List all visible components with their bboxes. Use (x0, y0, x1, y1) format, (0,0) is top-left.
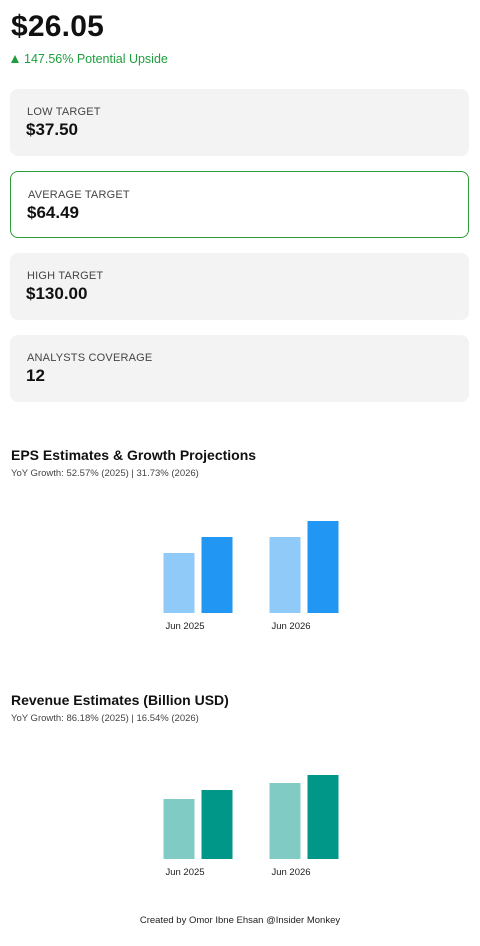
low-target-value: $37.50 (26, 120, 78, 139)
average-target-card: AVERAGE TARGET $64.49 (10, 171, 469, 238)
revenue-bar-chart: Jun 2025 Jun 2026 (163, 775, 339, 878)
analysts-coverage-value: 12 (26, 366, 45, 385)
low-target-card: LOW TARGET $37.50 (10, 89, 469, 156)
bar-jun-2026-series-2 (307, 521, 339, 613)
eps-chart-title: EPS Estimates & Growth Projections (11, 447, 257, 463)
x-tick-label: Jun 2025 (165, 621, 204, 632)
bar-jun-2025-series-2 (201, 537, 233, 613)
eps-chart-subtitle: YoY Growth: 52.57% (2025) | 31.73% (2026… (11, 468, 199, 479)
footer-credit: Created by Omor Ibne Ehsan @Insider Monk… (139, 915, 341, 926)
high-target-value: $130.00 (26, 284, 88, 303)
average-target-value: $64.49 (27, 203, 79, 222)
average-target-label: AVERAGE TARGET (28, 189, 130, 201)
analysts-coverage-label: ANALYSTS COVERAGE (27, 352, 153, 364)
bar-jun-2026-series-2 (307, 775, 339, 859)
x-tick-label: Jun 2025 (165, 867, 204, 878)
bar-jun-2025-series-1 (163, 799, 195, 859)
eps-bar-chart: Jun 2025 Jun 2026 (163, 521, 339, 632)
revenue-chart-subtitle: YoY Growth: 86.18% (2025) | 16.54% (2026… (11, 713, 199, 724)
potential-upside: 147.56% Potential Upside (11, 52, 168, 66)
x-tick-label: Jun 2026 (271, 621, 310, 632)
bar-jun-2026-series-1 (269, 537, 301, 613)
upside-text: 147.56% Potential Upside (24, 52, 168, 66)
current-price: $26.05 (11, 10, 104, 43)
analysts-coverage-card: ANALYSTS COVERAGE 12 (10, 335, 469, 402)
low-target-label: LOW TARGET (27, 106, 101, 118)
high-target-card: HIGH TARGET $130.00 (10, 253, 469, 320)
x-tick-label: Jun 2026 (271, 867, 310, 878)
bar-jun-2025-series-1 (163, 553, 195, 613)
high-target-label: HIGH TARGET (27, 270, 104, 282)
revenue-chart-title: Revenue Estimates (Billion USD) (11, 692, 229, 708)
bar-jun-2026-series-1 (269, 783, 301, 859)
bar-jun-2025-series-2 (201, 790, 233, 859)
arrow-up-icon (11, 54, 19, 63)
